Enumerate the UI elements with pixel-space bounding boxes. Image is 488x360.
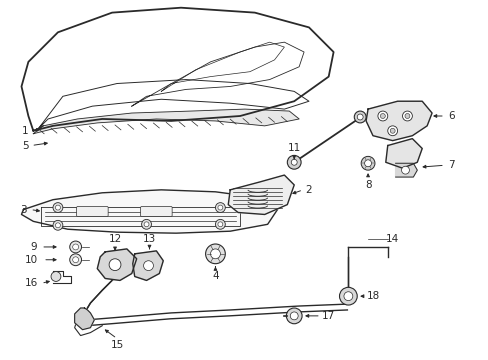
Circle shape [109,259,121,271]
Circle shape [142,219,151,229]
Circle shape [377,111,387,121]
Circle shape [380,113,385,118]
Text: 4: 4 [212,271,218,282]
Polygon shape [97,249,137,280]
Circle shape [286,308,302,324]
Text: 14: 14 [385,234,399,244]
Polygon shape [228,175,294,215]
Circle shape [404,113,409,118]
Text: 13: 13 [142,234,156,244]
Polygon shape [395,163,416,177]
Circle shape [70,241,81,253]
FancyBboxPatch shape [141,207,172,216]
Text: 6: 6 [447,111,454,121]
Circle shape [401,166,408,174]
Text: 1: 1 [22,126,29,136]
FancyBboxPatch shape [77,207,108,216]
Polygon shape [75,308,94,330]
Text: 3: 3 [20,204,27,215]
Circle shape [291,159,297,165]
Circle shape [53,203,63,212]
Text: 10: 10 [25,255,38,265]
Circle shape [210,249,220,259]
Polygon shape [385,139,421,168]
Circle shape [51,271,61,282]
Circle shape [339,287,357,305]
Circle shape [343,292,352,301]
Polygon shape [21,190,277,233]
Circle shape [70,254,81,266]
Circle shape [353,111,366,123]
Text: 2: 2 [305,185,312,195]
Circle shape [218,222,223,227]
Circle shape [144,222,149,227]
Circle shape [215,219,225,229]
Polygon shape [366,101,431,141]
Text: 9: 9 [30,242,37,252]
Circle shape [287,156,301,169]
Polygon shape [132,251,163,280]
Text: 17: 17 [322,311,335,321]
Circle shape [205,244,225,264]
Text: 11: 11 [287,144,300,153]
Circle shape [55,223,60,228]
Text: 12: 12 [108,234,122,244]
Circle shape [357,114,363,120]
Polygon shape [33,109,299,134]
Circle shape [73,257,79,263]
Text: 15: 15 [110,341,123,350]
Circle shape [143,261,153,271]
Text: 7: 7 [447,160,454,170]
Circle shape [53,220,63,230]
Circle shape [387,126,397,136]
Circle shape [389,128,394,133]
Circle shape [361,156,374,170]
Circle shape [218,205,223,210]
Circle shape [73,244,79,250]
Circle shape [402,111,411,121]
Text: 5: 5 [22,140,29,150]
Circle shape [290,312,298,320]
Text: 18: 18 [366,291,379,301]
Circle shape [55,205,60,210]
Circle shape [215,203,225,212]
Circle shape [364,160,371,167]
Text: 16: 16 [25,278,38,288]
Text: 8: 8 [364,180,370,190]
